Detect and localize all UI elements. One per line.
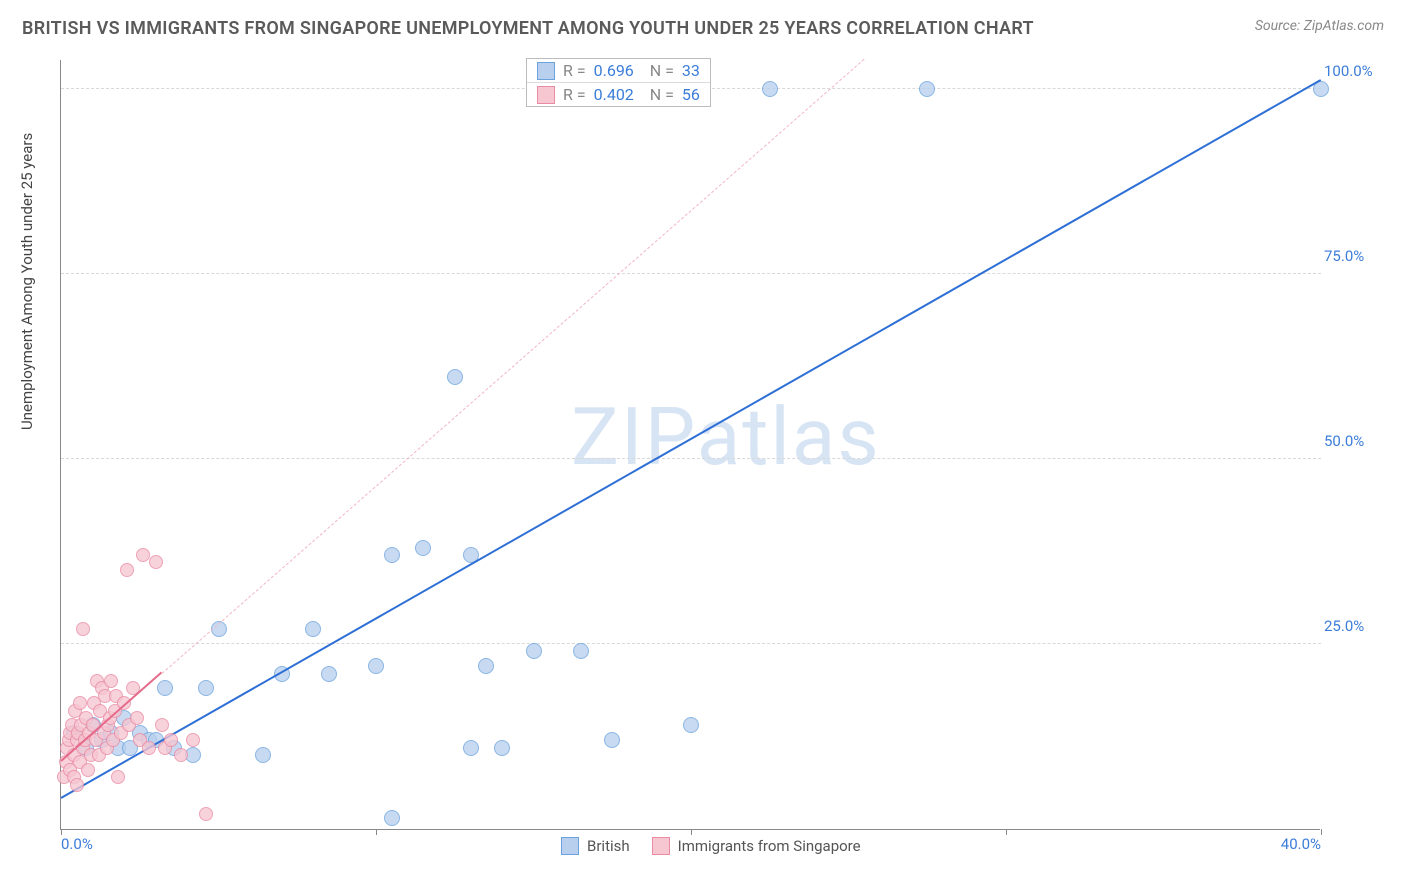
n-label: N = [642, 85, 674, 104]
r-label: R = [563, 85, 586, 104]
correlation-stats-box: R = 0.696 N = 33 R = 0.402 N = 56 [526, 58, 711, 107]
data-point [155, 718, 169, 732]
y-tick-label: 50.0% [1324, 432, 1380, 450]
series-legend: British Immigrants from Singapore [561, 837, 861, 855]
x-tick-label: 40.0% [1281, 835, 1321, 853]
series-swatch [537, 86, 555, 104]
legend-label: British [587, 837, 630, 855]
data-point [604, 732, 620, 748]
x-tick [691, 829, 692, 835]
x-tick [1006, 829, 1007, 835]
data-point [174, 748, 188, 762]
r-value: 0.402 [594, 85, 634, 104]
data-point [683, 717, 699, 733]
data-point [73, 696, 87, 710]
data-point [762, 81, 778, 97]
gridline [61, 273, 1321, 274]
data-point [384, 810, 400, 826]
trend-line [61, 79, 1322, 799]
legend-item: Immigrants from Singapore [652, 837, 861, 855]
r-value: 0.696 [594, 61, 634, 80]
stats-row: R = 0.402 N = 56 [527, 83, 710, 106]
data-point [573, 643, 589, 659]
legend-swatch [561, 837, 579, 855]
data-point [919, 81, 935, 97]
legend-swatch [652, 837, 670, 855]
data-point [526, 643, 542, 659]
data-point [157, 680, 173, 696]
data-point [368, 658, 384, 674]
data-point [199, 807, 213, 821]
n-label: N = [642, 61, 674, 80]
y-tick-label: 100.0% [1324, 62, 1380, 80]
data-point [305, 621, 321, 637]
data-point [478, 658, 494, 674]
chart-area: ZIPatlas 25.0%50.0%75.0%100.0%0.0%40.0%R… [60, 60, 1385, 830]
data-point [130, 711, 144, 725]
data-point [149, 555, 163, 569]
x-tick [376, 829, 377, 835]
source-attribution: Source: ZipAtlas.com [1255, 18, 1384, 34]
n-value: 56 [682, 85, 700, 104]
legend-label: Immigrants from Singapore [678, 837, 861, 855]
n-value: 33 [682, 61, 700, 80]
data-point [142, 741, 156, 755]
data-point [447, 369, 463, 385]
gridline [61, 643, 1321, 644]
data-point [164, 733, 178, 747]
r-label: R = [563, 61, 586, 80]
y-axis-label: Unemployment Among Youth under 25 years [18, 133, 36, 430]
scatter-plot: ZIPatlas 25.0%50.0%75.0%100.0%0.0%40.0%R… [60, 60, 1320, 830]
data-point [120, 563, 134, 577]
data-point [198, 680, 214, 696]
chart-title: BRITISH VS IMMIGRANTS FROM SINGAPORE UNE… [22, 18, 1034, 39]
series-swatch [537, 62, 555, 80]
stats-row: R = 0.696 N = 33 [527, 59, 710, 83]
x-tick-label: 0.0% [61, 835, 93, 853]
data-point [494, 740, 510, 756]
data-point [81, 763, 95, 777]
data-point [104, 674, 118, 688]
legend-item: British [561, 837, 630, 855]
data-point [415, 540, 431, 556]
data-point [111, 770, 125, 784]
gridline [61, 458, 1321, 459]
data-point [186, 733, 200, 747]
data-point [463, 740, 479, 756]
x-tick [1321, 829, 1322, 835]
data-point [185, 747, 201, 763]
trend-line [161, 58, 864, 673]
y-tick-label: 75.0% [1324, 247, 1380, 265]
data-point [255, 747, 271, 763]
data-point [76, 622, 90, 636]
watermark: ZIPatlas [571, 390, 881, 484]
data-point [70, 778, 84, 792]
data-point [384, 547, 400, 563]
y-tick-label: 25.0% [1324, 617, 1380, 635]
data-point [321, 666, 337, 682]
